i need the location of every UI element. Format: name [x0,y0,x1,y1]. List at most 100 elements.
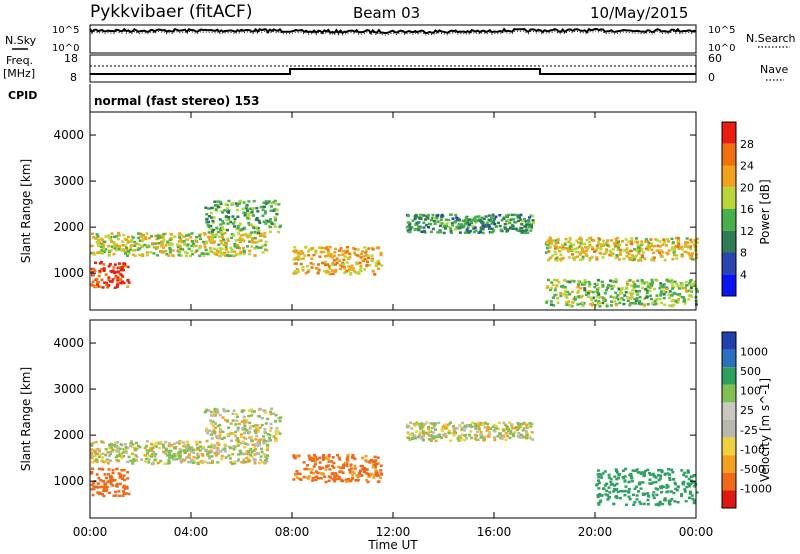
power-echo-cell [567,300,571,303]
power-echo-cell [107,236,111,239]
velocity-echo-cell [115,445,119,449]
velocity-echo-cell [184,443,188,447]
power-echo-cell [492,229,496,232]
power-echo-cell [102,267,106,270]
power-echo-cell [112,241,116,245]
power-echo-cell [242,227,246,231]
power-echo-cell [223,209,227,212]
power-echo-cell [415,221,419,225]
power-echo-cell [615,239,618,243]
velocity-echo-cell [237,444,241,447]
velocity-echo-cell [667,468,671,471]
power-echo-cell [244,212,248,215]
power-echo-cell [420,230,424,233]
velocity-echo-cell [508,436,512,440]
power-echo-cell [676,245,680,249]
velocity-echo-cell [353,464,357,468]
velocity-echo-cell [264,422,268,425]
power-echo-cell [115,245,119,248]
power-echo-cell [220,235,224,239]
velocity-echo-cell [660,469,663,472]
power-echo-cell [690,240,694,244]
velocity-echo-cell [346,453,350,457]
velocity-echo-cell [361,464,365,468]
power-echo-cell [307,250,310,253]
power-echo-cell [589,296,593,299]
power-echo-cell [650,297,653,301]
power-echo-cell [345,261,349,264]
velocity-echo-cell [113,478,117,482]
power-echo-cell [640,248,644,252]
velocity-echo-cell [245,452,249,455]
velocity-echo-cell [240,452,244,456]
power-echo-cell [141,239,145,243]
power-echo-cell [251,238,255,241]
velocity-colorbar-tick-2: 100 [740,385,761,398]
power-echo-cell [191,252,195,256]
power-echo-cell [245,245,249,248]
velocity-echo-cell [373,455,377,459]
power-echo-cell [294,262,298,265]
velocity-echo-cell [98,467,101,471]
power-echo-cell [367,247,371,250]
power-echo-cell [229,254,233,257]
velocity-echo-cell [433,422,437,425]
velocity-echo-cell [596,473,600,476]
velocity-echo-cell [260,447,263,451]
power-echo-cell [364,251,368,254]
power-echo-cell [641,251,645,254]
velocity-echo-cell [175,457,179,461]
velocity-echo-cell [486,422,490,426]
velocity-echo-cell [338,470,342,473]
power-echo-cell [206,223,210,227]
power-echo-cell [229,220,233,224]
power-echo-cell [565,303,569,306]
power-echo-cell [665,244,668,247]
velocity-echo-cell [314,455,318,459]
power-echo-cell [652,303,656,306]
power-echo-cell [331,256,335,259]
power-echo-cell [234,202,238,205]
velocity-echo-cell [111,448,115,451]
velocity-echo-cell [268,433,272,437]
power-echo-cell [209,224,213,228]
power-echo-cell [195,249,199,252]
power-echo-cell [227,218,231,221]
velocity-ylabel: Slant Range [km] [19,367,33,471]
power-echo-cell [279,224,283,228]
velocity-echo-cell [187,447,191,451]
velocity-echo-cell [91,441,95,445]
power-echo-cell [292,249,296,253]
velocity-echo-cell [525,436,529,440]
velocity-echo-cell [211,460,215,464]
velocity-echo-cell [372,473,376,477]
power-echo-cell [650,284,653,287]
power-echo-cell [169,242,173,245]
velocity-echo-cell [332,472,336,476]
velocity-echo-cell [134,459,138,462]
power-echo-cell [96,281,100,284]
power-echo-cell [508,221,512,224]
power-echo-cell [566,250,570,253]
power-echo-cell [436,231,440,234]
power-echo-cell [481,221,485,224]
velocity-echo-cell [200,453,204,457]
velocity-echo-cell [115,467,119,471]
power-echo-cell [559,259,563,262]
velocity-echo-cell [206,461,210,465]
power-echo-cell [586,246,590,249]
power-echo-cell [621,240,625,243]
power-echo-cell [588,283,592,286]
power-echo-cell [553,244,557,247]
velocity-echo-cell [95,458,98,461]
power-echo-cell [469,229,473,233]
power-echo-cell [493,222,497,226]
power-echo-cell [525,223,528,226]
power-echo-cell [205,221,209,224]
velocity-echo-cell [498,432,502,435]
velocity-echo-cell [234,430,238,434]
power-echo-cell [176,243,180,246]
velocity-echo-cell [322,456,325,459]
velocity-echo-cell [179,452,182,455]
power-echo-cell [570,246,574,250]
